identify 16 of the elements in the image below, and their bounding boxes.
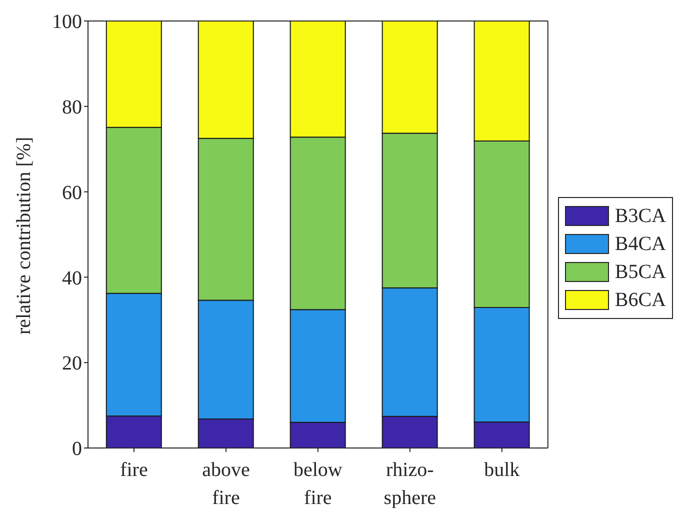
y-tick-label: 60 (62, 182, 82, 204)
x-tick-label: above fire (202, 459, 250, 509)
y-axis-title: relative contribution [%] (13, 136, 36, 334)
y-tick-label: 100 (52, 11, 82, 34)
y-tick-label: 20 (62, 352, 82, 375)
x-tick-label: below fire (293, 459, 343, 509)
x-tick-label: bulk (484, 459, 520, 481)
y-tick-label: 0 (72, 438, 82, 460)
x-tick-label: fire (120, 459, 148, 481)
x-tick-label: rhizo- sphere (384, 459, 436, 509)
y-tick-label: 40 (62, 267, 82, 290)
y-tick-label: 80 (62, 96, 82, 118)
legend-label: B6CA (614, 288, 666, 312)
legend-label: B4CA (614, 232, 666, 256)
legend-label: B3CA (614, 204, 666, 228)
legend-label: B5CA (614, 260, 666, 284)
